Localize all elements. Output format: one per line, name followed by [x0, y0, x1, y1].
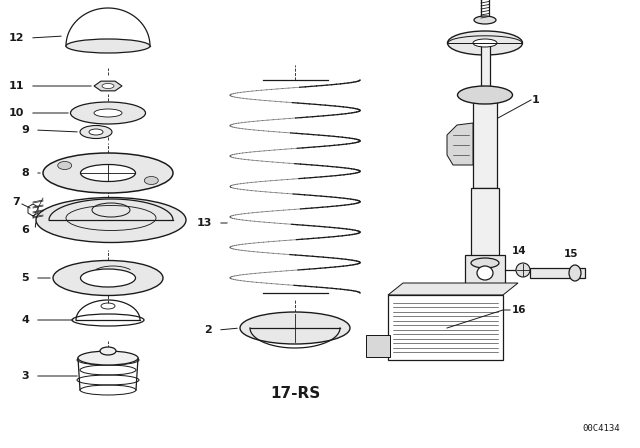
Bar — [471, 188, 499, 263]
Polygon shape — [447, 123, 473, 165]
Bar — [388, 295, 503, 360]
Ellipse shape — [471, 258, 499, 268]
Ellipse shape — [81, 164, 136, 181]
Bar — [465, 255, 505, 290]
Text: 4: 4 — [21, 315, 29, 325]
Ellipse shape — [43, 153, 173, 193]
Text: 15: 15 — [564, 249, 579, 259]
Ellipse shape — [100, 347, 116, 355]
Text: 8: 8 — [21, 168, 29, 178]
Ellipse shape — [474, 16, 496, 24]
Text: 3: 3 — [21, 371, 29, 381]
Ellipse shape — [78, 351, 138, 365]
Ellipse shape — [569, 265, 581, 281]
Text: 6: 6 — [21, 225, 29, 235]
Ellipse shape — [53, 260, 163, 296]
Polygon shape — [388, 283, 518, 295]
Text: 11: 11 — [8, 81, 24, 91]
Text: 17-RS: 17-RS — [270, 385, 320, 401]
Ellipse shape — [102, 83, 114, 89]
Ellipse shape — [144, 177, 158, 185]
Ellipse shape — [66, 39, 150, 53]
Bar — [481, 43, 490, 93]
Bar — [473, 95, 497, 188]
Ellipse shape — [477, 266, 493, 280]
Ellipse shape — [58, 161, 72, 169]
Text: 1: 1 — [532, 95, 540, 105]
Text: 16: 16 — [512, 305, 527, 315]
Text: 13: 13 — [196, 218, 212, 228]
Ellipse shape — [81, 269, 136, 287]
Ellipse shape — [80, 125, 112, 138]
Text: 7: 7 — [12, 197, 20, 207]
Ellipse shape — [94, 109, 122, 117]
Polygon shape — [94, 81, 122, 91]
Ellipse shape — [447, 31, 522, 55]
Ellipse shape — [89, 129, 103, 135]
Bar — [366, 335, 390, 357]
Text: 5: 5 — [21, 273, 29, 283]
Text: 10: 10 — [8, 108, 24, 118]
Text: 2: 2 — [204, 325, 212, 335]
Text: 00C4134: 00C4134 — [582, 423, 620, 432]
Text: 9: 9 — [21, 125, 29, 135]
Ellipse shape — [240, 312, 350, 344]
Ellipse shape — [458, 86, 513, 104]
Ellipse shape — [516, 263, 530, 277]
Ellipse shape — [473, 39, 497, 47]
Text: 14: 14 — [512, 246, 526, 256]
Text: 12: 12 — [8, 33, 24, 43]
Bar — [530, 268, 585, 278]
Ellipse shape — [36, 198, 186, 242]
Ellipse shape — [70, 102, 145, 124]
